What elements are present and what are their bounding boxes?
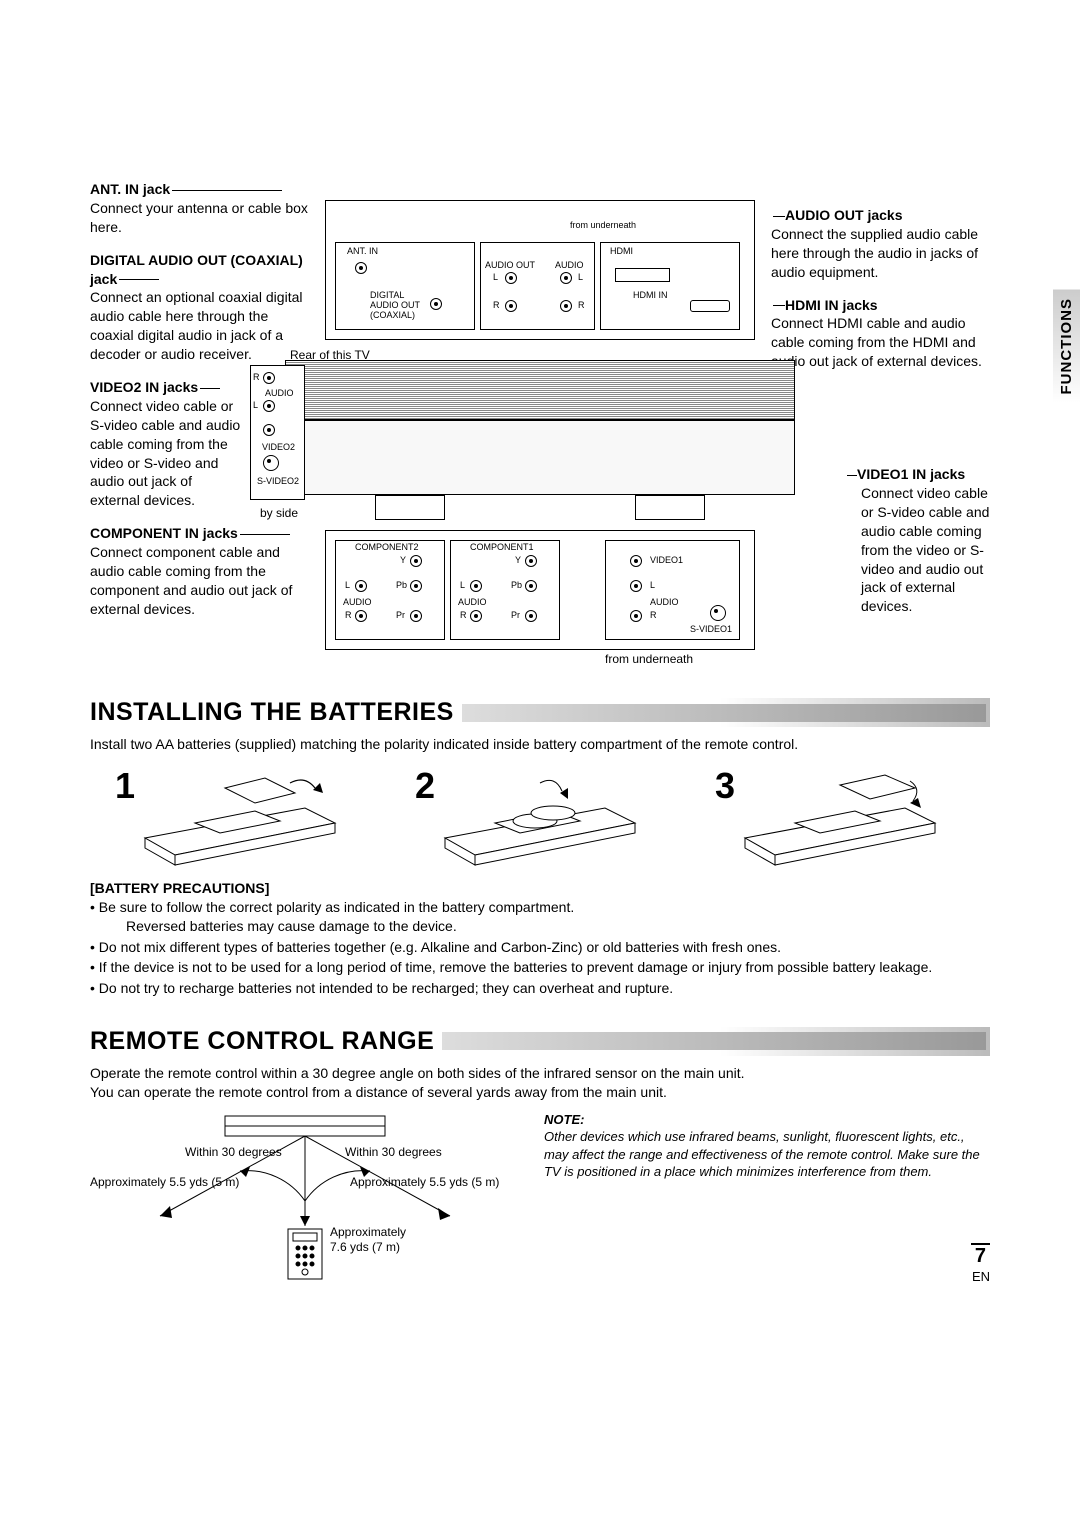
range-label: Within 30 degrees (185, 1145, 282, 1159)
section-range-title: REMOTE CONTROL RANGE (90, 1027, 990, 1056)
precaution-item: If the device is not to be used for a lo… (90, 958, 990, 978)
page-number: 7 EN (971, 1245, 990, 1286)
remote-step2-icon (425, 773, 655, 868)
svg-text:7.6 yds (7 m): 7.6 yds (7 m) (330, 1240, 400, 1254)
jack-video2: VIDEO2 IN jacks Connect video cable or S… (90, 378, 245, 510)
range-intro-1: Operate the remote control within a 30 d… (90, 1064, 990, 1084)
precaution-item: Be sure to follow the correct polarity a… (90, 898, 990, 937)
right-jack-column: AUDIO OUT jacks Connect the supplied aud… (765, 180, 990, 670)
rear-panel-diagram: from underneath ANT. IN HDMI AUDIO OUT A… (315, 180, 765, 670)
range-intro-2: You can operate the remote control from … (90, 1083, 990, 1103)
remote-step1-icon (125, 773, 355, 868)
jack-audio-out: AUDIO OUT jacks Connect the supplied aud… (771, 206, 990, 282)
manual-page: FUNCTIONS ANT. IN jack Connect your ante… (0, 0, 1080, 1336)
svg-text:Approximately 5.5 yds (5 m): Approximately 5.5 yds (5 m) (90, 1175, 239, 1189)
battery-precautions-list: Be sure to follow the correct polarity a… (90, 898, 990, 999)
precaution-item: Do not mix different types of batteries … (90, 938, 990, 958)
jack-hdmi: HDMI IN jacks Connect HDMI cable and aud… (771, 296, 990, 372)
jack-descriptions-grid: ANT. IN jack Connect your antenna or cab… (90, 180, 990, 670)
jack-coax: DIGITAL AUDIO OUT (COAXIAL) jack Connect… (90, 251, 315, 364)
jack-video1: VIDEO1 IN jacks Connect video cable or S… (771, 465, 990, 616)
section-batteries-title: INSTALLING THE BATTERIES (90, 698, 990, 727)
svg-text:Approximately: Approximately (330, 1225, 406, 1239)
step-1: 1 (125, 773, 355, 868)
jack-circle (355, 262, 367, 274)
step-2: 2 (425, 773, 655, 868)
range-diagram: Within 30 degrees Within 30 degrees Appr… (90, 1111, 520, 1286)
precaution-item: Do not try to recharge batteries not int… (90, 979, 990, 999)
battery-precautions-title: [BATTERY PRECAUTIONS] (90, 880, 990, 896)
side-tab-functions: FUNCTIONS (1053, 290, 1080, 403)
jack-component: COMPONENT IN jacks Connect component cab… (90, 524, 315, 618)
range-note: NOTE: Other devices which use infrared b… (544, 1111, 990, 1181)
remote-step3-icon (725, 773, 955, 868)
jack-ant: ANT. IN jack Connect your antenna or cab… (90, 180, 315, 237)
svg-text:Approximately 5.5 yds (5 m): Approximately 5.5 yds (5 m) (350, 1175, 499, 1189)
range-row: Within 30 degrees Within 30 degrees Appr… (90, 1111, 990, 1286)
svg-text:Within 30 degrees: Within 30 degrees (345, 1145, 442, 1159)
step-3: 3 (725, 773, 955, 868)
battery-steps: 1 2 (90, 763, 990, 880)
batteries-intro: Install two AA batteries (supplied) matc… (90, 735, 990, 755)
